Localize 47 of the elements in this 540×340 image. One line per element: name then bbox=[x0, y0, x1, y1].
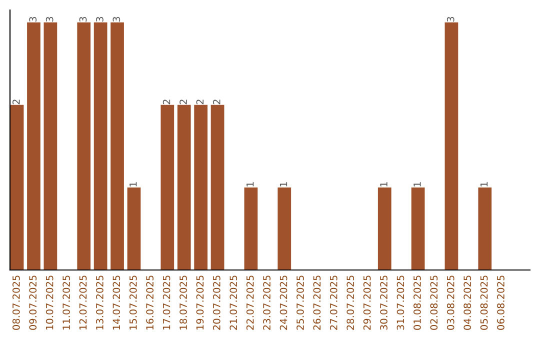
data-label: 2 bbox=[12, 100, 20, 104]
data-label: 2 bbox=[213, 100, 220, 104]
x-tick-label: 17.07.2025 bbox=[162, 276, 170, 330]
x-tick-label: 22.07.2025 bbox=[246, 276, 254, 330]
x-tick-label: 04.08.2025 bbox=[464, 276, 471, 330]
x-tick-label: 31.07.2025 bbox=[396, 276, 404, 330]
x-tick-label: 05.08.2025 bbox=[480, 276, 488, 330]
data-label: 1 bbox=[414, 182, 421, 186]
data-label: 1 bbox=[380, 182, 388, 186]
x-tick-label: 20.07.2025 bbox=[213, 276, 220, 330]
x-tick-label: 03.08.2025 bbox=[446, 276, 454, 330]
x-tick-label: 19.07.2025 bbox=[196, 276, 204, 330]
x-tick-label: 15.07.2025 bbox=[129, 276, 137, 330]
data-label: 2 bbox=[180, 100, 187, 104]
x-tick-label: 14.07.2025 bbox=[112, 276, 120, 330]
data-label: 1 bbox=[480, 182, 488, 186]
data-label: 3 bbox=[112, 16, 120, 22]
x-tick-label: 28.07.2025 bbox=[346, 276, 354, 330]
data-label: 1 bbox=[280, 182, 288, 186]
x-tick-label: 25.07.2025 bbox=[296, 276, 304, 330]
data-label: 2 bbox=[162, 100, 170, 104]
data-label: 3 bbox=[29, 16, 37, 22]
x-tick-label: 06.08.2025 bbox=[497, 276, 504, 330]
x-tick-label: 24.07.2025 bbox=[280, 276, 288, 330]
x-tick-label: 08.07.2025 bbox=[12, 276, 20, 330]
data-label: 2 bbox=[196, 100, 204, 104]
x-tick-label: 29.07.2025 bbox=[363, 276, 371, 330]
x-tick-label: 23.07.2025 bbox=[263, 276, 270, 330]
x-tick-label: 10.07.2025 bbox=[46, 276, 54, 330]
data-label: 3 bbox=[79, 16, 87, 22]
x-tick-label: 01.08.2025 bbox=[414, 276, 421, 330]
x-tick-label: 11.07.2025 bbox=[62, 276, 70, 330]
x-tick-label: 16.07.2025 bbox=[146, 276, 154, 330]
x-tick-label: 13.07.2025 bbox=[96, 276, 104, 330]
x-tick-label: 27.07.2025 bbox=[330, 276, 338, 330]
data-label: 3 bbox=[96, 16, 104, 22]
data-label: 3 bbox=[46, 16, 54, 22]
x-tick-label: 21.07.2025 bbox=[230, 276, 238, 330]
data-label: 1 bbox=[130, 182, 137, 186]
x-tick-label: 30.07.2025 bbox=[380, 276, 388, 330]
x-tick-label: 26.07.2025 bbox=[313, 276, 321, 330]
x-tick-label: 18.07.2025 bbox=[180, 276, 187, 330]
data-label: 1 bbox=[246, 182, 254, 186]
data-label: 3 bbox=[446, 16, 454, 22]
x-tick-label: 02.08.2025 bbox=[430, 276, 438, 330]
x-tick-label: 12.07.2025 bbox=[79, 276, 87, 330]
x-tick-label: 09.07.2025 bbox=[29, 276, 37, 330]
